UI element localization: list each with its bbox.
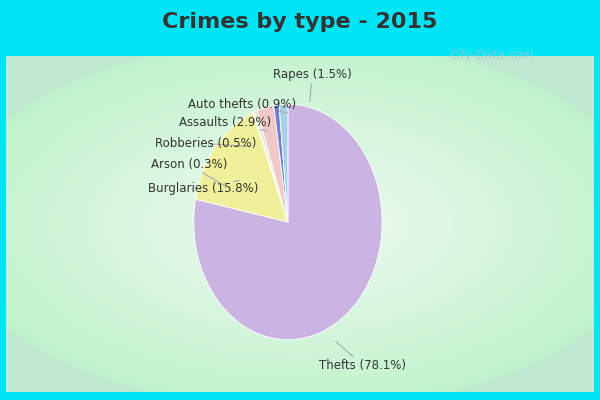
Ellipse shape xyxy=(247,196,353,252)
Ellipse shape xyxy=(0,55,600,394)
Ellipse shape xyxy=(53,95,547,353)
Ellipse shape xyxy=(241,193,359,255)
Ellipse shape xyxy=(277,212,323,236)
Ellipse shape xyxy=(200,172,400,276)
Ellipse shape xyxy=(0,58,600,390)
Ellipse shape xyxy=(165,153,435,295)
Ellipse shape xyxy=(100,119,500,329)
Ellipse shape xyxy=(182,162,418,286)
Ellipse shape xyxy=(94,116,506,332)
Ellipse shape xyxy=(0,61,600,387)
Text: Auto thefts (0.9%): Auto thefts (0.9%) xyxy=(188,98,296,113)
Ellipse shape xyxy=(18,76,582,372)
Ellipse shape xyxy=(235,190,365,258)
Text: Rapes (1.5%): Rapes (1.5%) xyxy=(272,68,352,102)
Ellipse shape xyxy=(118,128,482,320)
Ellipse shape xyxy=(176,159,424,289)
Wedge shape xyxy=(194,104,382,340)
Ellipse shape xyxy=(29,82,571,366)
Ellipse shape xyxy=(136,138,464,310)
Ellipse shape xyxy=(141,141,459,307)
Ellipse shape xyxy=(65,101,535,347)
Wedge shape xyxy=(279,104,288,222)
Ellipse shape xyxy=(253,199,347,249)
Ellipse shape xyxy=(283,215,317,233)
Text: City-Data.com: City-Data.com xyxy=(450,50,534,62)
Ellipse shape xyxy=(124,132,476,316)
Ellipse shape xyxy=(0,67,600,381)
Ellipse shape xyxy=(130,135,470,313)
Ellipse shape xyxy=(224,184,376,264)
Wedge shape xyxy=(257,106,288,222)
Ellipse shape xyxy=(212,178,388,270)
Ellipse shape xyxy=(288,218,312,230)
Ellipse shape xyxy=(153,147,447,301)
Wedge shape xyxy=(274,105,288,222)
Ellipse shape xyxy=(23,79,577,369)
Ellipse shape xyxy=(259,202,341,246)
Ellipse shape xyxy=(112,126,488,322)
Ellipse shape xyxy=(71,104,529,344)
Ellipse shape xyxy=(218,181,382,267)
Wedge shape xyxy=(254,111,288,222)
Ellipse shape xyxy=(0,48,600,400)
Ellipse shape xyxy=(147,144,453,304)
Ellipse shape xyxy=(6,70,594,378)
Ellipse shape xyxy=(170,156,430,292)
Ellipse shape xyxy=(294,221,306,227)
Ellipse shape xyxy=(41,88,559,360)
Text: Burglaries (15.8%): Burglaries (15.8%) xyxy=(148,180,259,195)
Ellipse shape xyxy=(0,39,600,400)
Ellipse shape xyxy=(12,73,588,375)
Ellipse shape xyxy=(88,113,512,335)
Text: Robberies (0.5%): Robberies (0.5%) xyxy=(155,137,257,150)
Ellipse shape xyxy=(0,42,600,400)
Ellipse shape xyxy=(0,45,600,400)
Ellipse shape xyxy=(194,168,406,280)
Ellipse shape xyxy=(77,107,523,341)
Ellipse shape xyxy=(35,85,565,363)
Ellipse shape xyxy=(159,150,441,298)
Ellipse shape xyxy=(265,206,335,242)
Text: Crimes by type - 2015: Crimes by type - 2015 xyxy=(163,12,437,32)
Wedge shape xyxy=(196,113,288,222)
Ellipse shape xyxy=(0,64,600,384)
Ellipse shape xyxy=(59,98,541,350)
Ellipse shape xyxy=(106,122,494,326)
Ellipse shape xyxy=(188,166,412,282)
Ellipse shape xyxy=(229,187,371,261)
Ellipse shape xyxy=(47,92,553,356)
Ellipse shape xyxy=(82,110,518,338)
Text: Assaults (2.9%): Assaults (2.9%) xyxy=(179,116,271,131)
Wedge shape xyxy=(253,112,288,222)
Text: Thefts (78.1%): Thefts (78.1%) xyxy=(319,342,406,372)
Ellipse shape xyxy=(206,175,394,273)
Text: Arson (0.3%): Arson (0.3%) xyxy=(151,158,227,187)
Ellipse shape xyxy=(271,209,329,239)
Ellipse shape xyxy=(0,52,600,396)
